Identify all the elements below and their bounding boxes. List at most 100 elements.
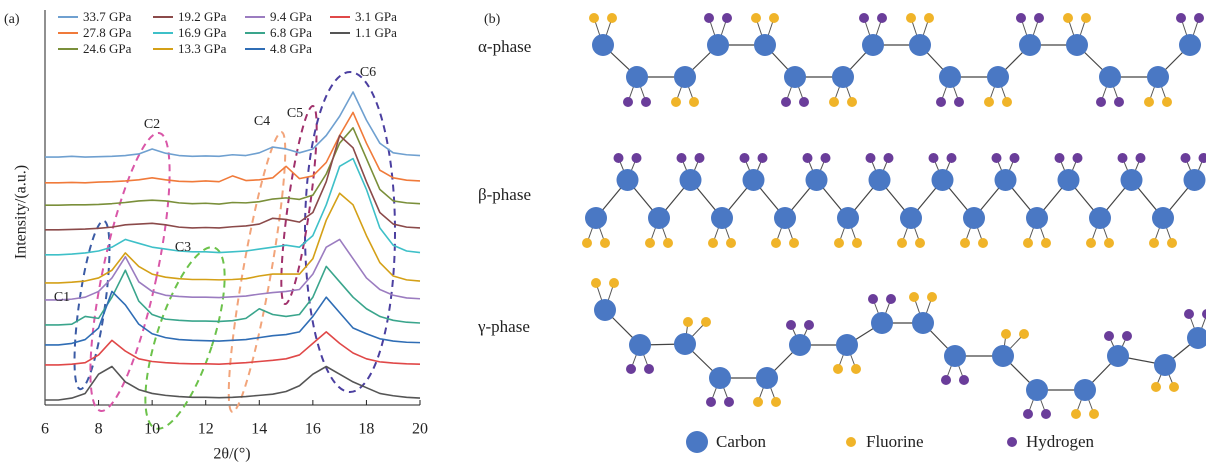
fluorine-atom <box>927 292 937 302</box>
carbon-atom <box>789 334 811 356</box>
annotation-label: C1 <box>54 290 70 305</box>
fluorine-atom <box>1086 238 1096 248</box>
fluorine-atom <box>726 238 736 248</box>
fluorine-atom <box>607 13 617 23</box>
x-tick-label: 6 <box>41 421 49 438</box>
x-tick-label: 20 <box>412 421 428 438</box>
carbon-atom <box>837 207 859 229</box>
carbon-atom <box>1074 379 1096 401</box>
hydrogen-atom <box>1194 13 1204 23</box>
hydrogen-atom <box>1104 331 1114 341</box>
fluorine-atom <box>1041 238 1051 248</box>
molecule-chain <box>591 278 1206 419</box>
legend-label: Carbon <box>716 432 767 451</box>
legend-label: 13.3 GPa <box>178 41 227 56</box>
carbon-atom <box>784 66 806 88</box>
carbon-atom <box>674 333 696 355</box>
fluorine-atom <box>671 97 681 107</box>
series-line <box>45 92 420 157</box>
x-tick-label: 18 <box>358 421 374 438</box>
series-line <box>45 193 420 283</box>
hydrogen-atom <box>706 397 716 407</box>
hydrogen-atom <box>959 375 969 385</box>
fluorine-atom <box>771 397 781 407</box>
hydrogen-atom <box>722 13 732 23</box>
fluorine-atom <box>847 97 857 107</box>
fluorine-atom <box>1089 409 1099 419</box>
hydrogen-atom <box>1034 13 1044 23</box>
molecule-chain <box>589 13 1204 107</box>
legend-label: 1.1 GPa <box>355 25 397 40</box>
annotation-label: C4 <box>254 114 270 129</box>
fluorine-atom <box>582 238 592 248</box>
series-line <box>45 239 420 299</box>
carbon-atom <box>1152 207 1174 229</box>
panel-b: (b) α-phase β-phase γ-phase Carbon Fluor… <box>477 12 1206 453</box>
carbon-atom <box>1154 354 1176 376</box>
hydrogen-atom <box>781 97 791 107</box>
hydrogen-atom <box>941 375 951 385</box>
x-tick-label: 10 <box>144 421 160 438</box>
fluorine-atom <box>689 97 699 107</box>
fluorine-atom <box>609 278 619 288</box>
fluorine-atom <box>683 317 693 327</box>
x-tick-label: 8 <box>95 421 103 438</box>
fluorine-atom <box>708 238 718 248</box>
carbon-atom <box>1179 34 1201 56</box>
hydrogen-atom <box>695 153 705 163</box>
fluorine-atom <box>1144 97 1154 107</box>
hydrogen-atom <box>641 97 651 107</box>
hydrogen-atom <box>644 364 654 374</box>
carbon-atom <box>992 345 1014 367</box>
fluorine-atom <box>978 238 988 248</box>
carbon-atom <box>674 66 696 88</box>
hydrogen-atom <box>1118 153 1128 163</box>
x-tick-label: 14 <box>251 421 267 438</box>
hydrogen-atom <box>886 294 896 304</box>
fluorine-atom <box>1149 238 1159 248</box>
fluorine-atom <box>915 238 925 248</box>
hydrogen-atom <box>1073 153 1083 163</box>
hydrogen-atom <box>1010 153 1020 163</box>
hydrogen-atom <box>954 97 964 107</box>
carbon-atom <box>774 207 796 229</box>
carbon-atom <box>900 207 922 229</box>
hydrogen-atom <box>1136 153 1146 163</box>
fluorine-atom <box>645 238 655 248</box>
carbon-atom <box>648 207 670 229</box>
carbon-atom <box>617 169 639 191</box>
carbon-atom <box>912 312 934 334</box>
fluorine-atom <box>591 278 601 288</box>
legend-label: 19.2 GPa <box>178 9 227 24</box>
carbon-atom <box>754 34 776 56</box>
carbon-atom <box>743 169 765 191</box>
carbon-atom <box>871 312 893 334</box>
legend-label: 3.1 GPa <box>355 9 397 24</box>
fluorine-atom <box>753 397 763 407</box>
carbon-atom <box>944 345 966 367</box>
carbon-atom <box>707 34 729 56</box>
carbon-atom <box>1026 207 1048 229</box>
carbon-atom <box>585 207 607 229</box>
hydrogen-atom <box>1181 153 1191 163</box>
y-axis-title: Intensity/(a.u.) <box>13 165 30 259</box>
fluorine-atom <box>1169 382 1179 392</box>
hydrogen-atom <box>877 13 887 23</box>
hydrogen-atom <box>1055 153 1065 163</box>
hydrogen-atom <box>1041 409 1051 419</box>
legend-carbon-icon <box>686 431 708 453</box>
hydrogen-atom <box>884 153 894 163</box>
legend-hydrogen-icon <box>1007 437 1017 447</box>
fluorine-atom <box>600 238 610 248</box>
carbon-atom <box>709 367 731 389</box>
hydrogen-atom <box>936 97 946 107</box>
fluorine-atom <box>906 13 916 23</box>
fluorine-atom <box>829 97 839 107</box>
carbon-atom <box>1107 345 1129 367</box>
carbon-atom <box>1121 169 1143 191</box>
hydrogen-atom <box>947 153 957 163</box>
carbon-atom <box>1089 207 1111 229</box>
hydrogen-atom <box>1184 309 1194 319</box>
ellipse-c2 <box>74 127 186 416</box>
